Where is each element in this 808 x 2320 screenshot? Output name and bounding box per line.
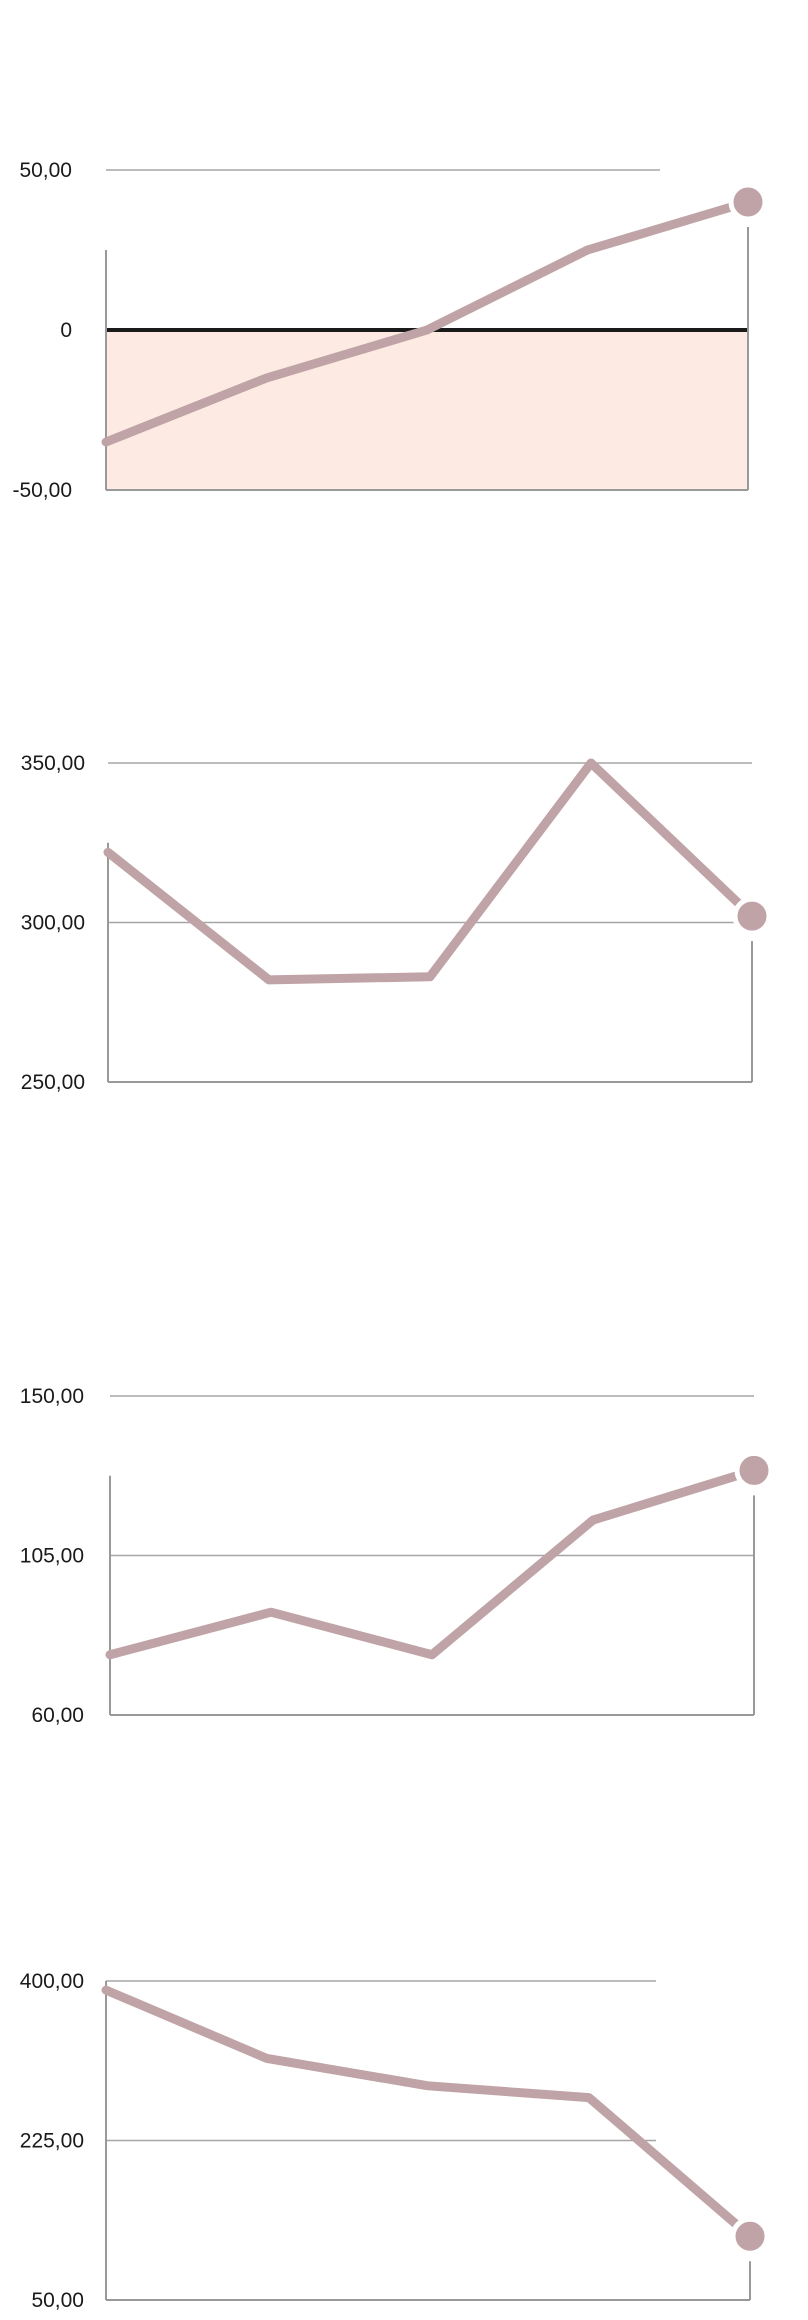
y-tick-label: 50,00 <box>19 159 72 182</box>
series-line <box>101 197 753 447</box>
series-line <box>101 1985 755 2241</box>
end-marker <box>728 182 768 222</box>
y-tick-label: 225,00 <box>20 2130 84 2153</box>
series-line <box>105 1465 759 1660</box>
y-tick-label: -50,00 <box>12 479 72 502</box>
negative-area <box>106 330 748 490</box>
line-chart-3: 60,00 105,00 150,00 <box>20 1385 774 1727</box>
line-chart-1: -50,00 0 50,00 <box>12 159 768 502</box>
y-tick-label: 60,00 <box>31 1704 84 1727</box>
y-tick-label: 300,00 <box>21 912 85 935</box>
y-tick-label: 250,00 <box>21 1071 85 1094</box>
line-chart-4: 50,00 225,00 400,00 <box>20 1970 770 2312</box>
end-marker <box>732 896 772 936</box>
y-tick-label: 105,00 <box>20 1545 84 1568</box>
end-marker <box>734 1450 774 1490</box>
y-tick-label: 50,00 <box>31 2289 84 2312</box>
line-chart-2: 250,00 300,00 350,00 <box>21 752 772 1094</box>
y-tick-label: 350,00 <box>21 752 85 775</box>
series-line <box>103 758 757 985</box>
y-tick-label: 150,00 <box>20 1385 84 1408</box>
y-tick-label: 400,00 <box>20 1970 84 1993</box>
y-tick-label: 0 <box>60 319 72 342</box>
end-marker <box>730 2216 770 2256</box>
